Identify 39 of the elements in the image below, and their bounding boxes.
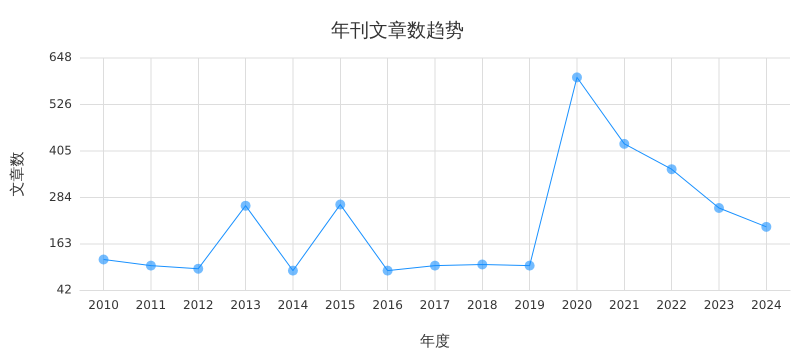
point [761, 222, 772, 232]
x-tick-label: 2017 [420, 298, 450, 312]
point [335, 200, 346, 210]
point [146, 260, 156, 271]
point [98, 254, 109, 264]
x-tick-label: 2014 [278, 298, 308, 312]
x-tick-label: 2011 [136, 298, 166, 312]
x-tick-label: 2019 [514, 298, 545, 312]
point [524, 260, 535, 271]
x-tick-label: 2023 [704, 298, 734, 312]
y-tick-label: 163 [49, 236, 72, 250]
x-tick-label: 2010 [88, 298, 119, 312]
y-tick-label: 284 [49, 190, 72, 204]
x-tick-label: 2015 [325, 298, 356, 312]
y-tick-label: 526 [49, 96, 72, 111]
y-tick-label: 648 [49, 50, 72, 64]
x-tick-label: 2024 [751, 298, 782, 312]
point [477, 259, 488, 270]
point [240, 200, 251, 211]
x-tick-label: 2020 [562, 298, 592, 312]
point [714, 203, 724, 214]
point [619, 138, 630, 149]
x-tick-label: 2018 [467, 298, 498, 312]
point [288, 266, 298, 276]
point [572, 72, 582, 82]
y-tick-label: 42 [56, 282, 72, 297]
x-axis-title: 年度 [420, 332, 450, 350]
point [666, 164, 677, 174]
x-tick-label: 2016 [372, 298, 403, 312]
point [193, 264, 204, 274]
x-tick-label: 2022 [656, 298, 687, 312]
point [430, 260, 440, 271]
x-tick-label: 2012 [182, 298, 214, 312]
x-tick-label: 2013 [230, 298, 261, 312]
y-axis-title: 文章数 [8, 152, 26, 197]
y-tick-label: 405 [49, 143, 72, 158]
x-tick-label: 2021 [609, 298, 640, 312]
chart-title: 年刊文章数趋势 [331, 19, 464, 42]
point [382, 266, 393, 276]
